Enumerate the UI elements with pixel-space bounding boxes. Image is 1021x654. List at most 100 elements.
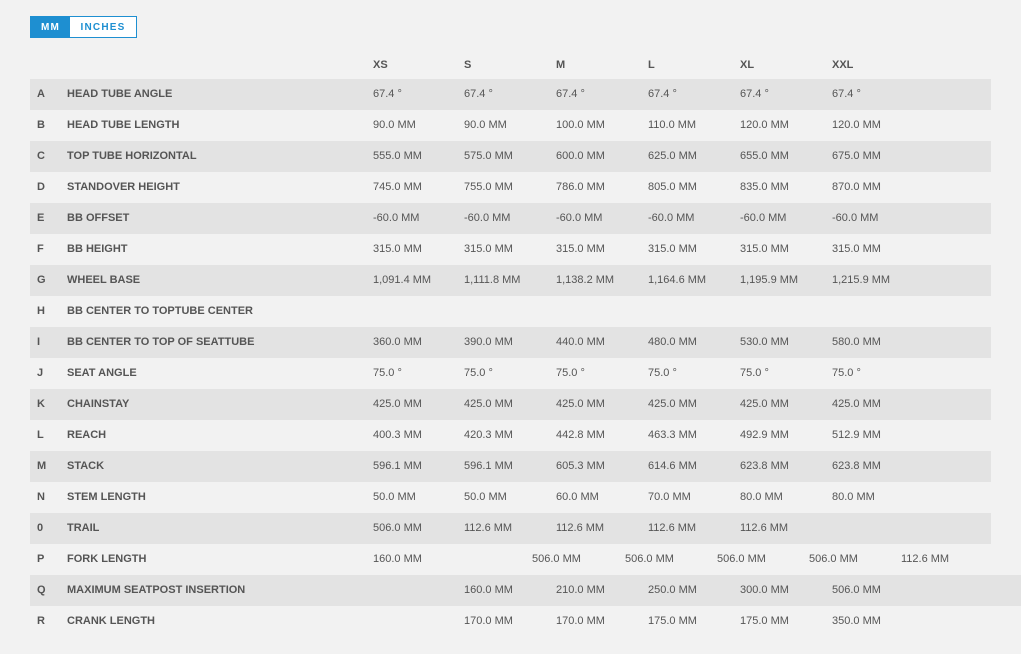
row-letter: A [37, 88, 45, 100]
value-cell-xs: 315.0 MM [373, 243, 422, 255]
table-row: B HEAD TUBE LENGTH 90.0 MM 90.0 MM 100.0 MM 1… [30, 110, 991, 141]
row-label: TOP TUBE HORIZONTAL [67, 150, 197, 162]
value-cell-xl: 530.0 MM [740, 336, 789, 348]
value-cell-l: 614.6 MM [648, 460, 697, 472]
value-cell-xl: 300.0 MM [740, 584, 789, 596]
value-cell-xl: -60.0 MM [740, 212, 787, 224]
value-cell-m: 442.8 MM [556, 429, 605, 441]
row-label: TRAIL [67, 522, 100, 534]
value-cell-xs: 506.0 MM [373, 522, 422, 534]
value-cell-l: 110.0 MM [648, 119, 697, 131]
value-cell-xl: 112.6 MM [740, 522, 789, 534]
value-cell-m: -60.0 MM [556, 212, 603, 224]
value-cell-xs: 50.0 MM [373, 491, 416, 503]
value-cell-s: 67.4 ° [464, 88, 493, 100]
inches-unit-button[interactable]: INCHES [70, 17, 136, 37]
value-cell-m: 425.0 MM [556, 398, 605, 410]
value-cell-xl: 1,195.9 MM [740, 274, 799, 286]
row-letter: P [37, 553, 45, 565]
value-cell-m: 600.0 MM [556, 150, 605, 162]
value-cell-xs: 160.0 MM [373, 553, 422, 565]
value-cell-xxl: 580.0 MM [832, 336, 881, 348]
value-cell-xxl: 67.4 ° [832, 88, 861, 100]
row-letter: B [37, 119, 45, 131]
row-letter: Q [37, 584, 46, 596]
value-cell-xl: 120.0 MM [740, 119, 789, 131]
value-cell-m: 170.0 MM [556, 615, 605, 627]
value-cell-l: 175.0 MM [648, 615, 697, 627]
mm-unit-button[interactable]: MM [31, 17, 70, 37]
table-row: N STEM LENGTH 50.0 MM 50.0 MM 60.0 MM 70.0 MM… [30, 482, 991, 513]
table-row: K CHAINSTAY 425.0 MM 425.0 MM 425.0 MM 425.0 … [30, 389, 991, 420]
value-cell-l: 1,164.6 MM [648, 274, 707, 286]
value-cell-s: 596.1 MM [464, 460, 513, 472]
value-cell-xl: 80.0 MM [740, 491, 783, 503]
table-row: A HEAD TUBE ANGLE 67.4 ° 67.4 ° 67.4 ° 67.4 °… [30, 79, 991, 110]
value-cell-s: 160.0 MM [464, 584, 513, 596]
table-row: H BB CENTER TO TOPTUBE CENTER [30, 296, 991, 327]
value-cell-m: 506.0 MM [625, 553, 674, 565]
value-cell-s: 315.0 MM [464, 243, 513, 255]
row-label: HEAD TUBE LENGTH [67, 119, 180, 131]
value-cell-m: 100.0 MM [556, 119, 605, 131]
size-header-m: M [556, 59, 566, 71]
row-label: BB CENTER TO TOP OF SEATTUBE [67, 336, 255, 348]
table-row: L REACH 400.3 MM 420.3 MM 442.8 MM 463.3 MM 49… [30, 420, 991, 451]
value-cell-l: 250.0 MM [648, 584, 697, 596]
value-cell-l: 425.0 MM [648, 398, 697, 410]
value-cell-s: 390.0 MM [464, 336, 513, 348]
value-cell-m: 786.0 MM [556, 181, 605, 193]
value-cell-xs: 596.1 MM [373, 460, 422, 472]
value-cell-l: 805.0 MM [648, 181, 697, 193]
table-row: P FORK LENGTH 160.0 MM 506.0 MM 506.0 MM 506.… [30, 544, 991, 575]
value-cell-xxl: 506.0 MM [832, 584, 881, 596]
value-cell-m: 67.4 ° [556, 88, 585, 100]
size-header-xxl: XXL [832, 59, 854, 71]
value-cell-xs: 555.0 MM [373, 150, 422, 162]
value-cell-xxl: 425.0 MM [832, 398, 881, 410]
value-cell-xxl: 512.9 MM [832, 429, 881, 441]
row-label: BB HEIGHT [67, 243, 128, 255]
row-letter: G [37, 274, 46, 286]
table-row: M STACK 596.1 MM 596.1 MM 605.3 MM 614.6 MM 62… [30, 451, 991, 482]
value-cell-s: 575.0 MM [464, 150, 513, 162]
value-cell-m: 75.0 ° [556, 367, 585, 379]
row-label: STACK [67, 460, 105, 472]
table-row: J SEAT ANGLE 75.0 ° 75.0 ° 75.0 ° 75.0 ° 75.0 … [30, 358, 991, 389]
value-cell-xl: 425.0 MM [740, 398, 789, 410]
value-cell-xs: 425.0 MM [373, 398, 422, 410]
value-cell-s: 755.0 MM [464, 181, 513, 193]
size-header-xs: XS [373, 59, 388, 71]
row-label: CHAINSTAY [67, 398, 130, 410]
value-cell-xs: 360.0 MM [373, 336, 422, 348]
table-row: E BB OFFSET -60.0 MM -60.0 MM -60.0 MM -60.0 … [30, 203, 991, 234]
value-cell-s: 75.0 ° [464, 367, 493, 379]
row-letter: J [37, 367, 44, 379]
value-cell-l: -60.0 MM [648, 212, 695, 224]
value-cell-l: 625.0 MM [648, 150, 697, 162]
value-cell-xs: 90.0 MM [373, 119, 416, 131]
row-label: STEM LENGTH [67, 491, 146, 503]
row-label: WHEEL BASE [67, 274, 141, 286]
value-cell-xl: 175.0 MM [740, 615, 789, 627]
value-cell-xxl: 120.0 MM [832, 119, 881, 131]
value-cell-xxl: 75.0 ° [832, 367, 861, 379]
value-cell-xs: 400.3 MM [373, 429, 422, 441]
size-header-s: S [464, 59, 472, 71]
row-label: CRANK LENGTH [67, 615, 155, 627]
value-cell-xs: 745.0 MM [373, 181, 422, 193]
row-label: BB CENTER TO TOPTUBE CENTER [67, 305, 253, 317]
value-cell-m: 210.0 MM [556, 584, 605, 596]
value-cell-m: 112.6 MM [556, 522, 605, 534]
value-cell-s: 1,111.8 MM [464, 274, 521, 286]
value-cell-xl: 492.9 MM [740, 429, 789, 441]
row-label: BB OFFSET [67, 212, 130, 224]
row-letter: I [37, 336, 41, 348]
value-cell-s: 90.0 MM [464, 119, 507, 131]
value-cell-xxl: 623.8 MM [832, 460, 881, 472]
value-cell-s: 170.0 MM [464, 615, 513, 627]
value-cell-s: -60.0 MM [464, 212, 511, 224]
row-label: HEAD TUBE ANGLE [67, 88, 173, 100]
value-cell-xs: -60.0 MM [373, 212, 420, 224]
value-cell-s: 425.0 MM [464, 398, 513, 410]
